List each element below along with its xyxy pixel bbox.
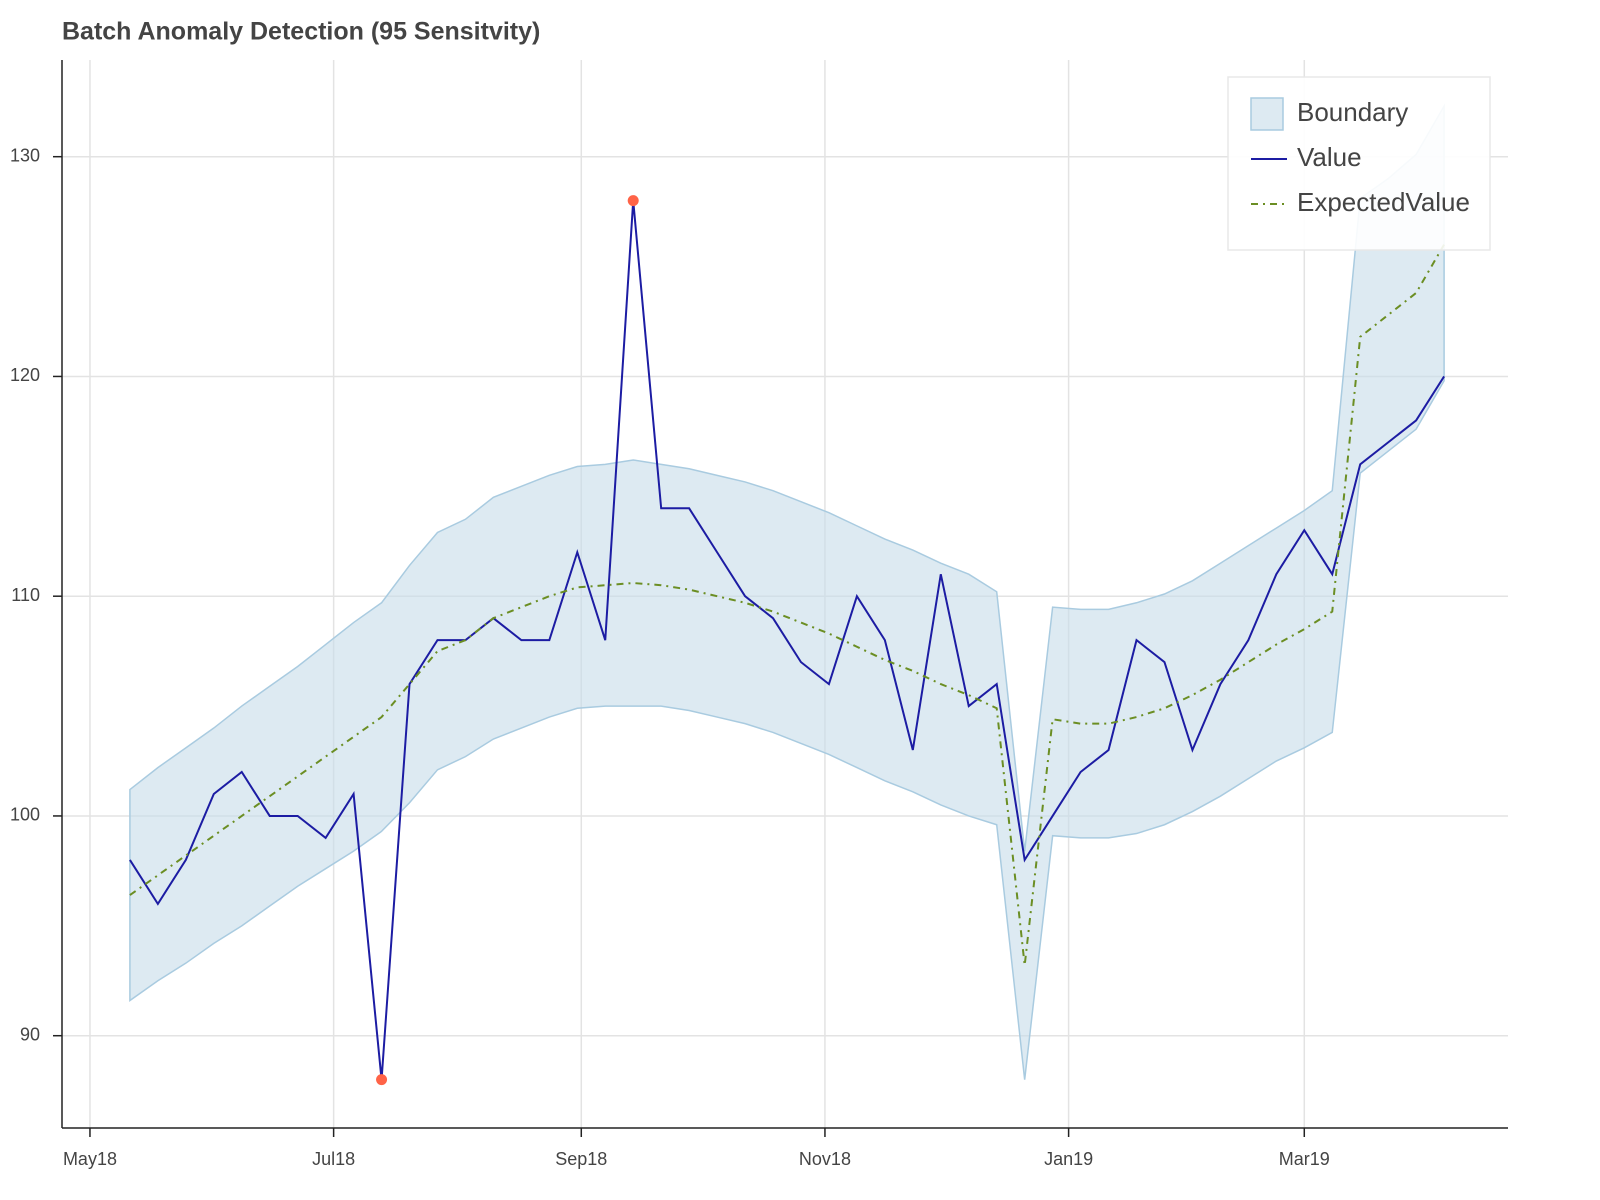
y-tick-label: 90 (20, 1024, 40, 1044)
series-line (129, 244, 1445, 966)
x-tick-label: Nov18 (799, 1149, 851, 1169)
legend-label: Value (1297, 142, 1362, 172)
legend-swatch (1250, 97, 1284, 131)
y-tick-label: 130 (10, 145, 40, 165)
anomaly-point (627, 195, 639, 207)
series-line (129, 200, 1445, 1080)
boundary-area (129, 103, 1445, 1080)
legend-label: Boundary (1297, 97, 1408, 127)
anomaly-point (376, 1074, 388, 1086)
chart-title: Batch Anomaly Detection (95 Sensitvity) (62, 18, 540, 46)
x-tick-label: Sep18 (555, 1149, 607, 1169)
x-tick-label: Mar19 (1279, 1149, 1330, 1169)
y-tick-label: 110 (11, 585, 40, 605)
y-tick-label: 100 (10, 805, 40, 825)
x-tick-label: Jul18 (312, 1149, 355, 1169)
y-tick-label: 120 (10, 365, 40, 385)
legend-label: ExpectedValue (1297, 187, 1470, 217)
x-tick-label: May18 (63, 1149, 117, 1169)
legend: Boundary Value ExpectedValue (1227, 76, 1491, 251)
x-tick-label: Jan19 (1044, 1149, 1093, 1169)
